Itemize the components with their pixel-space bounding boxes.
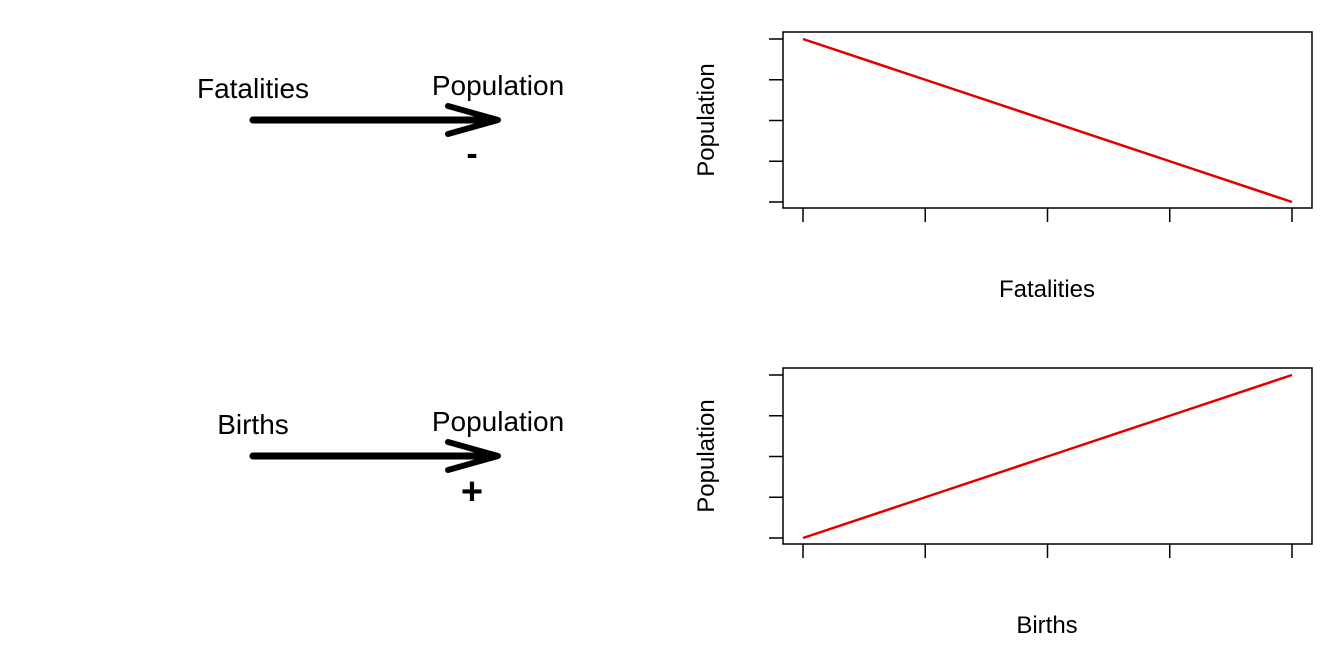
- x-axis-label: Fatalities: [999, 276, 1095, 303]
- chart-births-population: Births Population: [693, 367, 1313, 639]
- x-axis-label: Births: [1016, 612, 1077, 639]
- x-axis-ticks: [802, 208, 1293, 222]
- causal-arrow-head: [445, 103, 501, 137]
- causal-arrow-head: [445, 439, 501, 473]
- diagram-cause-label: Births: [217, 409, 289, 440]
- y-axis-label: Population: [693, 399, 720, 512]
- causal-diagram-fatalities: Fatalities Population -: [197, 70, 564, 173]
- y-axis-ticks: [769, 374, 783, 539]
- causal-diagram-births: Births Population +: [217, 406, 564, 513]
- diagram-effect-label: Population: [432, 70, 564, 101]
- diagram-sign-label: -: [466, 135, 477, 173]
- y-axis-label: Population: [693, 63, 720, 176]
- series-line: [802, 37, 1293, 204]
- diagram-cause-label: Fatalities: [197, 73, 309, 104]
- chart-fatalities-population: Fatalities Population: [693, 31, 1313, 303]
- y-axis-ticks: [769, 38, 783, 203]
- diagram-sign-label: +: [461, 471, 483, 513]
- x-axis-ticks: [802, 544, 1293, 558]
- series-line: [802, 373, 1293, 540]
- diagram-effect-label: Population: [432, 406, 564, 437]
